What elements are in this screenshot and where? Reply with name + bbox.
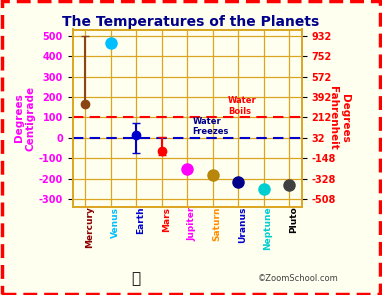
- Text: Water
Boils: Water Boils: [228, 96, 257, 116]
- Text: Saturn: Saturn: [213, 206, 222, 241]
- Text: Neptune: Neptune: [264, 206, 273, 250]
- Text: Mercury: Mercury: [85, 206, 94, 248]
- Text: 🌍: 🌍: [132, 271, 141, 286]
- Text: Pluto: Pluto: [289, 206, 298, 233]
- Text: Uranus: Uranus: [238, 206, 247, 243]
- Y-axis label: Degrees
Centigrade: Degrees Centigrade: [14, 86, 36, 150]
- Text: Earth: Earth: [136, 206, 145, 234]
- Text: Venus: Venus: [111, 206, 120, 237]
- Y-axis label: Degrees
Fahrenheit: Degrees Fahrenheit: [328, 86, 350, 150]
- Text: ©ZoomSchool.com: ©ZoomSchool.com: [257, 274, 338, 283]
- Text: Jupiter: Jupiter: [187, 206, 196, 241]
- Text: Water
Freezes: Water Freezes: [192, 117, 229, 136]
- Text: Mars: Mars: [162, 206, 171, 232]
- Text: The Temperatures of the Planets: The Temperatures of the Planets: [62, 15, 320, 29]
